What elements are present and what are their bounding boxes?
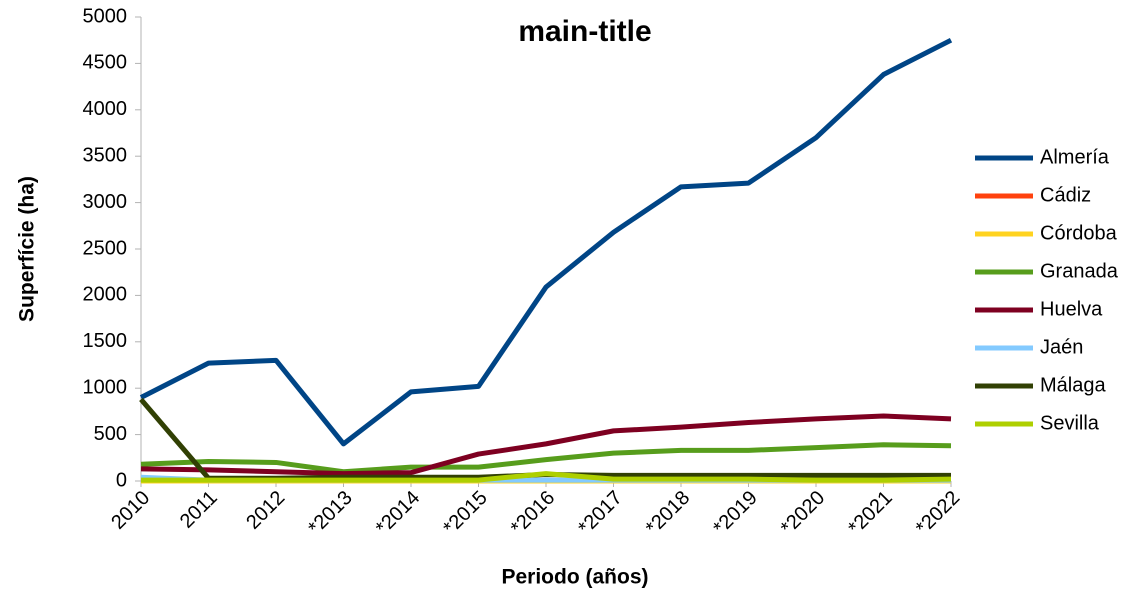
y-tick-label: 0 bbox=[116, 469, 127, 491]
line-series bbox=[139, 37, 953, 447]
legend-label: Córdoba bbox=[1040, 222, 1118, 244]
y-tick-label: 2000 bbox=[83, 284, 128, 306]
legend-label: Jaén bbox=[1040, 336, 1083, 358]
x-tick-label: *2016 bbox=[507, 487, 560, 540]
legend-label: Cádiz bbox=[1040, 184, 1091, 206]
y-tick-label: 5000 bbox=[83, 5, 128, 27]
y-tick-label: 3500 bbox=[83, 144, 128, 166]
y-tick-label: 4500 bbox=[83, 52, 128, 74]
legend-label: Almería bbox=[1040, 146, 1110, 168]
x-tick-label: *2019 bbox=[709, 487, 762, 540]
y-tick-label: 1500 bbox=[83, 330, 128, 352]
chart-title: main-title bbox=[518, 15, 651, 48]
line-series bbox=[141, 471, 952, 483]
legend-label: Huelva bbox=[1040, 298, 1103, 320]
y-tick-label: 2500 bbox=[83, 237, 128, 259]
legend-label: Málaga bbox=[1040, 374, 1106, 396]
x-tick-label: *2015 bbox=[439, 487, 492, 540]
legend-label: Sevilla bbox=[1040, 412, 1100, 434]
y-tick-label: 3000 bbox=[83, 191, 128, 213]
x-tick-label: *2018 bbox=[642, 487, 695, 540]
x-tick-label: *2020 bbox=[777, 487, 830, 540]
x-tick-label: *2022 bbox=[912, 487, 965, 540]
x-tick-label: 2010 bbox=[107, 487, 154, 534]
y-tick-label: 500 bbox=[94, 423, 127, 445]
line-series bbox=[140, 442, 952, 475]
legend-label: Granada bbox=[1040, 260, 1119, 282]
y-tick-label: 4000 bbox=[83, 98, 128, 120]
x-tick-label: *2021 bbox=[844, 487, 897, 540]
y-axis-label: Superfície (ha) bbox=[16, 176, 39, 322]
x-tick-label: 2012 bbox=[242, 487, 289, 534]
line-series bbox=[139, 397, 951, 481]
y-tick-label: 1000 bbox=[83, 376, 128, 398]
x-axis-label: Periodo (años) bbox=[501, 566, 648, 589]
x-tick-label: *2013 bbox=[304, 487, 357, 540]
x-tick-label: *2014 bbox=[372, 487, 425, 540]
line-series bbox=[140, 413, 952, 477]
x-tick-label: *2017 bbox=[574, 487, 627, 540]
x-tick-label: 2011 bbox=[176, 487, 222, 533]
